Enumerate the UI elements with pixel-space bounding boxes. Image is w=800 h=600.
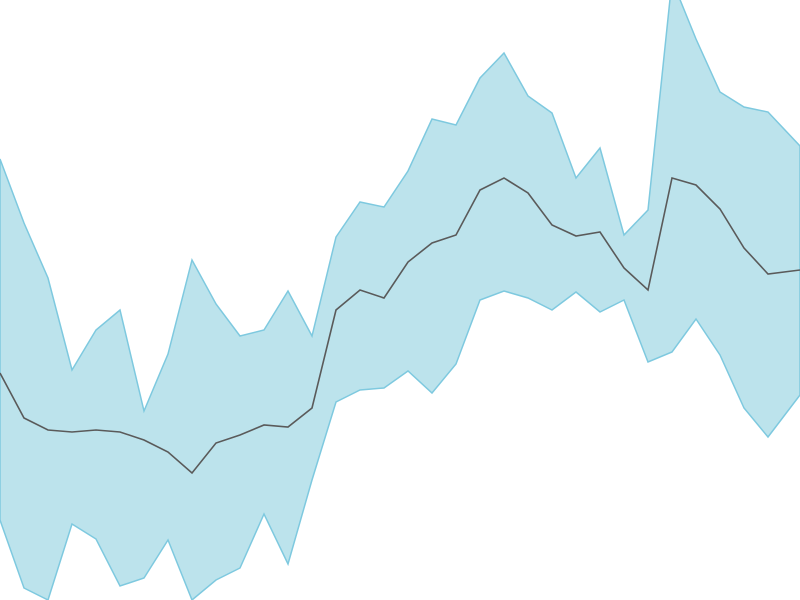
confidence-band-chart — [0, 0, 800, 600]
confidence-band — [0, 0, 800, 600]
